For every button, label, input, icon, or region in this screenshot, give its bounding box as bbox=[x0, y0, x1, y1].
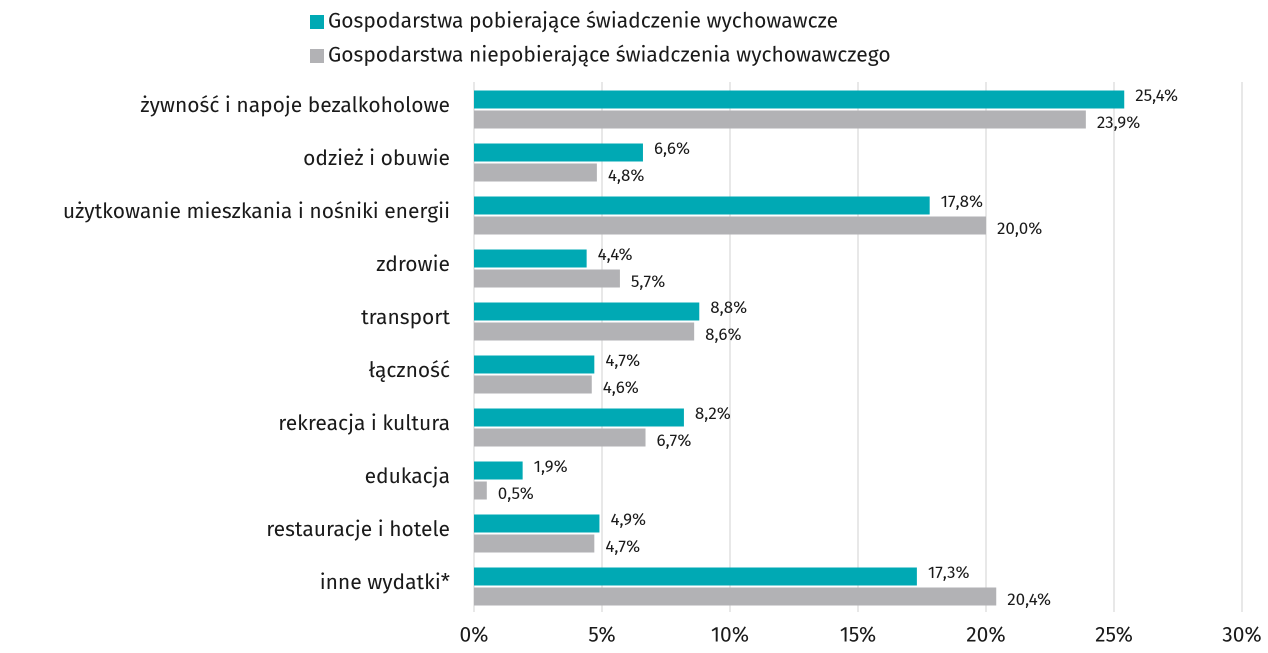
category-label: inne wydatki* bbox=[320, 569, 450, 595]
legend-swatch bbox=[310, 49, 324, 63]
x-tick-label: 5% bbox=[588, 622, 615, 648]
x-tick-label: 20% bbox=[966, 622, 1005, 648]
category-label: odzież i obuwie bbox=[303, 145, 450, 171]
value-label: 25,4% bbox=[1135, 85, 1178, 106]
value-label: 17,8% bbox=[941, 191, 983, 212]
bar bbox=[474, 143, 643, 162]
value-label: 5,7% bbox=[631, 271, 665, 292]
bar bbox=[474, 428, 646, 447]
value-label: 4,7% bbox=[605, 350, 640, 371]
x-tick-label: 25% bbox=[1095, 622, 1133, 648]
value-label: 6,6% bbox=[654, 138, 690, 159]
bar bbox=[474, 302, 700, 321]
category-label: łączność bbox=[369, 357, 450, 383]
bar bbox=[474, 355, 595, 374]
bar bbox=[474, 534, 595, 553]
bar bbox=[474, 196, 930, 215]
bar bbox=[474, 375, 592, 394]
value-label: 0,5% bbox=[498, 483, 534, 504]
x-tick-label: 30% bbox=[1222, 622, 1262, 648]
bar bbox=[474, 110, 1086, 129]
bar bbox=[474, 249, 587, 268]
category-label: użytkowanie mieszkania i nośniki energii bbox=[63, 198, 450, 224]
category-label: edukacja bbox=[365, 463, 450, 489]
x-tick-label: 0% bbox=[459, 622, 488, 648]
value-label: 8,2% bbox=[695, 403, 731, 424]
category-label: restauracje i hotele bbox=[266, 516, 450, 542]
value-label: 4,4% bbox=[598, 244, 633, 265]
value-label: 17,3% bbox=[928, 562, 970, 583]
category-label: żywność i napoje bezalkoholowe bbox=[140, 92, 450, 118]
value-label: 20,0% bbox=[997, 218, 1042, 239]
value-label: 4,9% bbox=[610, 509, 646, 530]
category-label: transport bbox=[361, 304, 450, 330]
category-label: rekreacja i kultura bbox=[278, 410, 450, 436]
value-label: 1,9% bbox=[534, 456, 568, 477]
bar bbox=[474, 322, 695, 341]
bar bbox=[474, 567, 917, 586]
x-tick-label: 15% bbox=[840, 622, 877, 648]
x-tick-label: 10% bbox=[711, 622, 749, 648]
value-label: 23,9% bbox=[1097, 112, 1140, 133]
bar bbox=[474, 481, 487, 500]
value-label: 4,6% bbox=[603, 377, 639, 398]
legend-swatch bbox=[310, 15, 324, 29]
value-label: 4,7% bbox=[605, 536, 640, 557]
bar bbox=[474, 408, 684, 427]
bar bbox=[474, 461, 523, 480]
bar bbox=[474, 216, 986, 235]
legend-label: Gospodarstwa pobierające świadczenie wyc… bbox=[328, 8, 838, 34]
bar bbox=[474, 269, 620, 288]
legend-label: Gospodarstwa niepobierające świadczenia … bbox=[328, 42, 891, 68]
category-label: zdrowie bbox=[376, 251, 450, 277]
bar bbox=[474, 514, 600, 533]
bar bbox=[474, 90, 1125, 109]
value-label: 8,6% bbox=[705, 324, 741, 345]
bar bbox=[474, 587, 997, 606]
value-label: 8,8% bbox=[710, 297, 747, 318]
value-label: 20,4% bbox=[1007, 589, 1051, 610]
bar bbox=[474, 163, 597, 182]
value-label: 4,8% bbox=[608, 165, 645, 186]
value-label: 6,7% bbox=[657, 430, 692, 451]
